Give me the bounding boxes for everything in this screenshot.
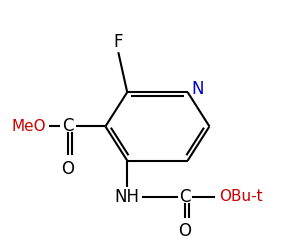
Text: N: N	[191, 80, 204, 98]
Text: C: C	[179, 188, 191, 206]
Text: O: O	[61, 160, 74, 178]
Text: NH: NH	[115, 188, 140, 206]
Text: MeO: MeO	[12, 119, 46, 134]
Text: OBu-t: OBu-t	[219, 189, 263, 204]
Text: O: O	[178, 222, 191, 240]
Text: C: C	[62, 117, 73, 135]
Text: F: F	[113, 34, 123, 52]
